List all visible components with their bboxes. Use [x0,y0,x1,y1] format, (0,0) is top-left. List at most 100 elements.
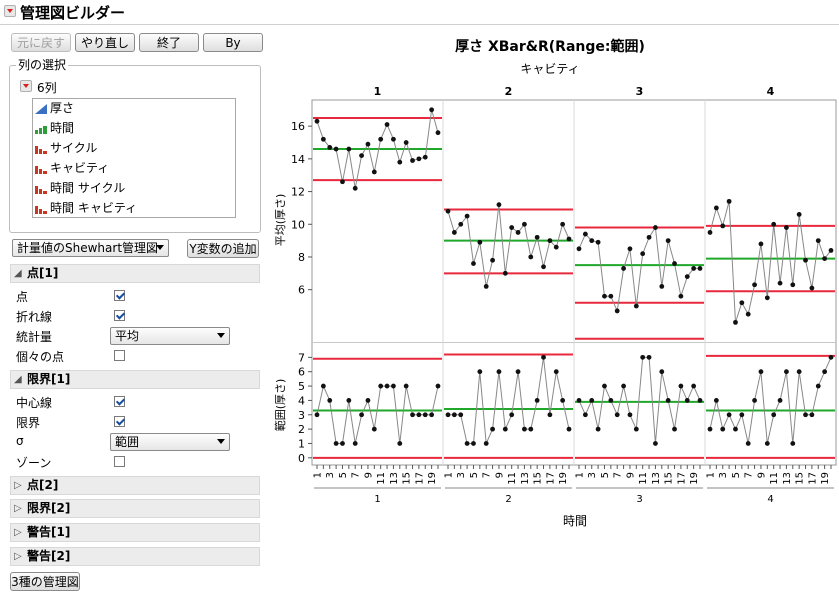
x-tick-label: 1 [706,472,717,478]
phase-label: 1 [374,85,382,98]
data-point [809,412,814,417]
data-point [797,369,802,374]
x-tick-label: 13 [520,472,531,485]
group-label: 1 [374,494,380,505]
data-point [589,238,594,243]
data-point [522,222,527,227]
data-point [739,412,744,417]
data-point [816,238,821,243]
x-tick-label: 3 [718,472,729,478]
series-line [710,357,831,443]
data-point [366,142,371,147]
x-tick-label: 7 [613,472,624,478]
data-point [535,235,540,240]
phase-label: 3 [636,85,644,98]
data-point [727,412,732,417]
data-point [829,248,834,253]
y-tick-label: 4 [298,394,305,407]
data-point [541,355,546,360]
x-tick-label: 17 [676,472,687,485]
data-point [340,179,345,184]
data-point [577,398,582,403]
series-line [710,201,831,322]
data-point [359,153,364,158]
data-point [615,412,620,417]
data-point [321,137,326,142]
data-point [647,355,652,360]
y-tick-label: 16 [291,120,305,133]
data-point [708,230,713,235]
data-point [628,246,633,251]
x-tick-label: 9 [625,472,636,478]
x-tick-label: 3 [456,472,467,478]
x-tick-label: 13 [782,472,793,485]
data-point [346,398,351,403]
data-point [765,441,770,446]
x-tick-label: 11 [507,472,518,485]
data-point [516,230,521,235]
data-point [484,441,489,446]
x-tick-label: 5 [731,472,742,478]
x-tick-label: 17 [545,472,556,485]
data-point [541,264,546,269]
data-point [621,384,626,389]
data-point [327,145,332,150]
data-point [739,300,744,305]
data-point [602,384,607,389]
data-point [583,412,588,417]
data-point [822,256,827,261]
data-point [790,441,795,446]
data-point [771,222,776,227]
y-tick-label: 5 [298,380,305,393]
x-tick-label: 5 [469,472,480,478]
x-tick-label: 1 [444,472,455,478]
data-point [803,258,808,263]
data-point [640,355,645,360]
group-label: 4 [767,494,773,505]
data-point [691,384,696,389]
data-point [666,238,671,243]
data-point [416,156,421,161]
y-tick-label: 6 [298,366,305,379]
data-point [477,240,482,245]
data-point [372,427,377,432]
data-point [509,225,514,230]
y-tick-label: 1 [298,437,305,450]
data-point [759,241,764,246]
x-tick-label: 11 [376,472,387,485]
data-point [458,222,463,227]
x-tick-label: 7 [482,472,493,478]
data-point [698,398,703,403]
data-point [784,369,789,374]
data-point [528,255,533,260]
data-point [471,261,476,266]
data-point [346,147,351,152]
data-point [698,266,703,271]
data-point [391,384,396,389]
x-tick-label: 3 [325,472,336,478]
data-point [727,199,732,204]
data-point [378,384,383,389]
data-point [497,369,502,374]
data-point [429,412,434,417]
x-tick-label: 17 [807,472,818,485]
data-point [746,312,751,317]
y-tick-label: 0 [298,452,305,465]
data-point [583,232,588,237]
data-point [778,281,783,286]
data-point [372,170,377,175]
y-tick-label: 3 [298,409,305,422]
data-point [436,130,441,135]
phase-label: 4 [767,85,775,98]
data-point [429,107,434,112]
data-point [759,369,764,374]
data-point [503,271,508,276]
data-point [516,369,521,374]
data-point [621,266,626,271]
data-point [315,119,320,124]
data-point [385,384,390,389]
y-tick-label: 10 [291,218,305,231]
data-point [714,206,719,211]
x-tick-label: 1 [313,472,324,478]
